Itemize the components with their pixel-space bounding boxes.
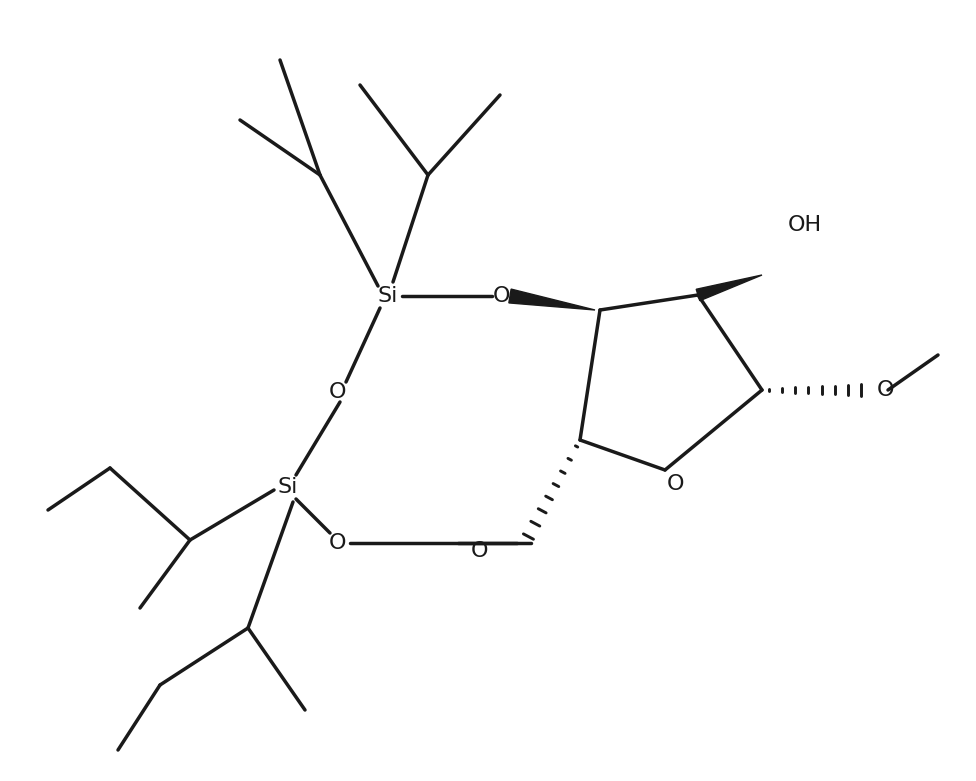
Text: O: O [877, 380, 895, 400]
Text: O: O [329, 533, 346, 553]
Text: O: O [493, 286, 510, 306]
Text: Si: Si [278, 477, 299, 497]
Text: Si: Si [378, 286, 398, 306]
Text: O: O [329, 382, 346, 402]
Polygon shape [696, 275, 762, 301]
Text: O: O [667, 474, 684, 494]
Text: O: O [471, 541, 489, 561]
Polygon shape [508, 289, 595, 310]
Text: OH: OH [788, 215, 822, 235]
